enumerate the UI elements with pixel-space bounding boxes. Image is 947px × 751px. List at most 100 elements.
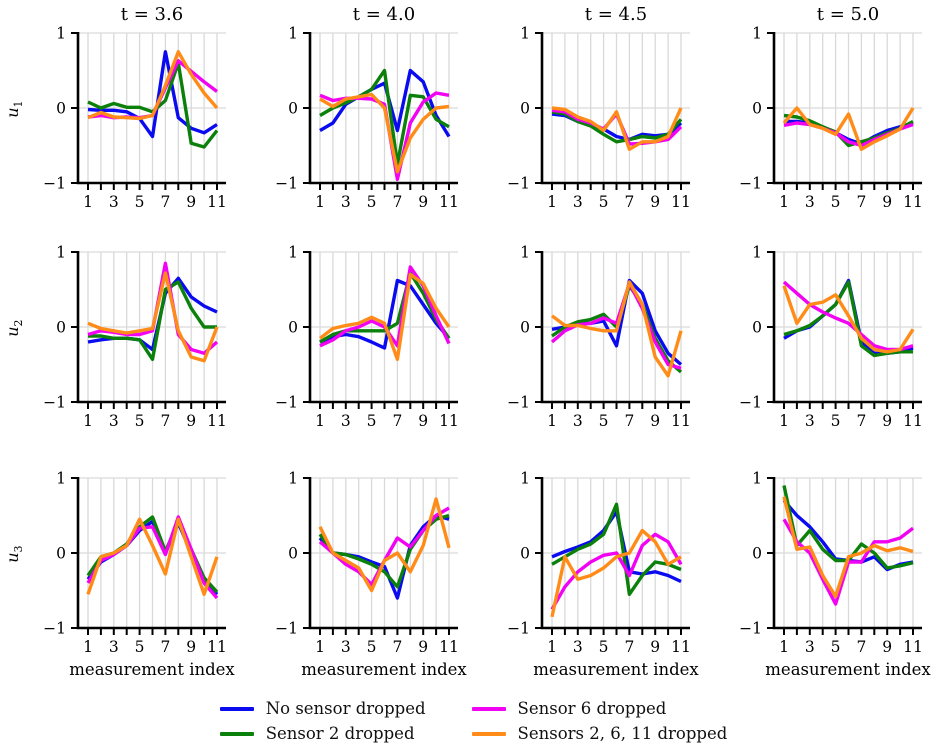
x-tick-label: 9 bbox=[882, 193, 892, 211]
series-line-sensors-2-6-11-dropped bbox=[318, 272, 451, 362]
y-tick-label: −1 bbox=[275, 175, 298, 193]
legend-item-sensor-2: Sensor 2 dropped bbox=[219, 724, 426, 743]
subplot-u1-t=3.6: 1 0 −1 1 3 5 7 9 11 t = 3.6 bbox=[43, 4, 227, 211]
subplot-u2-t=5.0: 1 0 −1 1 3 5 7 9 11 bbox=[739, 244, 923, 431]
subplot-u1-t=4.5: 1 0 −1 1 3 5 7 9 11 t = 4.5 bbox=[507, 4, 691, 211]
x-tick-label: 3 bbox=[573, 193, 583, 211]
legend-line-swatch-orange bbox=[471, 731, 506, 736]
x-tick-label: 5 bbox=[831, 193, 841, 211]
y-tick-label: −1 bbox=[275, 620, 298, 638]
y-tick-label: 0 bbox=[752, 319, 762, 337]
y-tick-label: 0 bbox=[56, 319, 66, 337]
series-line-sensor-2-dropped bbox=[783, 280, 913, 358]
y-tick-label: −1 bbox=[43, 175, 66, 193]
axes-u1-c4: 10−11 3 5 7 9 11t = 5.0 bbox=[739, 4, 923, 211]
legend-item-sensors-2-6-11: Sensors 2, 6, 11 dropped bbox=[471, 724, 728, 743]
y-tick-label: 1 bbox=[56, 244, 66, 262]
series-line-no-sensor-dropped bbox=[319, 68, 451, 138]
y-tick-label: −1 bbox=[739, 394, 762, 412]
y-tick-label: −1 bbox=[43, 394, 66, 412]
series-line-sensors-2-6-11-dropped bbox=[550, 280, 683, 378]
y-axis-label-u1: u1 bbox=[2, 100, 26, 118]
y-tick-label: 1 bbox=[752, 244, 762, 262]
x-tick-label: 11 bbox=[671, 638, 691, 656]
x-tick-label: 9 bbox=[882, 412, 892, 430]
x-tick-label: 11 bbox=[207, 193, 227, 211]
y-tick-label: 1 bbox=[288, 25, 298, 43]
x-tick-label: 9 bbox=[650, 638, 660, 656]
y-tick-label: 0 bbox=[56, 545, 66, 563]
x-tick-label: 5 bbox=[831, 412, 841, 430]
x-axis-label: measurement index bbox=[533, 660, 699, 679]
legend-line-swatch-blue bbox=[219, 706, 254, 711]
x-tick-label: 7 bbox=[392, 638, 402, 656]
x-tick-label: 9 bbox=[186, 638, 196, 656]
legend-label: Sensors 2, 6, 11 dropped bbox=[517, 724, 728, 743]
series-line-sensors-2-6-11-dropped bbox=[782, 496, 914, 599]
x-tick-label: 1 bbox=[547, 412, 557, 430]
x-axis-label: measurement index bbox=[301, 660, 467, 679]
x-tick-label: 7 bbox=[392, 193, 402, 211]
subplot-u3-t=4.5: 1 0 −1 1 3 5 7 9 11 measurement index bbox=[507, 470, 699, 680]
y-tick-label: 1 bbox=[56, 25, 66, 43]
series-line-sensor-2-dropped bbox=[551, 502, 682, 597]
x-tick-label: 11 bbox=[903, 193, 923, 211]
x-tick-label: 5 bbox=[367, 193, 377, 211]
x-tick-label: 7 bbox=[624, 193, 634, 211]
x-tick-label: 3 bbox=[109, 638, 119, 656]
x-tick-label: 5 bbox=[135, 638, 145, 656]
x-tick-label: 5 bbox=[599, 412, 609, 430]
subplot-u3-t=3.6: 1 0 −1 1 3 5 7 9 11 measurement index bbox=[43, 470, 235, 680]
series-line-sensor-6-dropped bbox=[319, 91, 450, 182]
subplot-title: t = 3.6 bbox=[121, 4, 183, 25]
axes-u2-c3: 10−11 3 5 7 9 11 bbox=[507, 244, 691, 431]
x-tick-label: 1 bbox=[779, 638, 789, 656]
y-tick-label: 0 bbox=[288, 100, 298, 118]
y-axis-label-u3: u3 bbox=[2, 545, 26, 563]
x-tick-label: 11 bbox=[439, 412, 459, 430]
y-tick-label: −1 bbox=[43, 620, 66, 638]
x-tick-label: 7 bbox=[160, 193, 170, 211]
x-tick-label: 7 bbox=[392, 412, 402, 430]
y-tick-label: 0 bbox=[56, 100, 66, 118]
series-line-sensor-2-dropped bbox=[319, 68, 450, 167]
x-tick-label: 11 bbox=[903, 412, 923, 430]
x-tick-label: 3 bbox=[109, 193, 119, 211]
subplot-u2-t=4.0: 1 0 −1 1 3 5 7 9 11 bbox=[275, 244, 459, 431]
y-tick-label: 0 bbox=[752, 545, 762, 563]
x-tick-label: 11 bbox=[671, 412, 691, 430]
y-tick-label: 1 bbox=[288, 470, 298, 488]
subplot-u3-t=4.0: 1 0 −1 1 3 5 7 9 11 measurement index bbox=[275, 470, 467, 680]
x-tick-label: 1 bbox=[83, 638, 93, 656]
x-tick-label: 9 bbox=[186, 193, 196, 211]
x-tick-label: 1 bbox=[779, 412, 789, 430]
x-tick-label: 9 bbox=[418, 193, 428, 211]
y-tick-label: 0 bbox=[752, 100, 762, 118]
x-tick-label: 11 bbox=[903, 638, 923, 656]
x-tick-label: 7 bbox=[856, 638, 866, 656]
y-tick-label: 1 bbox=[520, 244, 530, 262]
legend: No sensor dropped Sensor 6 dropped Senso… bbox=[0, 699, 947, 743]
x-tick-label: 11 bbox=[671, 193, 691, 211]
y-tick-label: 1 bbox=[752, 470, 762, 488]
axes-u1-c3: 10−11 3 5 7 9 11t = 4.5 bbox=[507, 4, 691, 211]
x-axis-label: measurement index bbox=[69, 660, 235, 679]
x-tick-label: 1 bbox=[315, 193, 325, 211]
series-line-sensors-2-6-11-dropped bbox=[87, 50, 219, 121]
x-tick-label: 7 bbox=[856, 193, 866, 211]
x-tick-label: 11 bbox=[207, 638, 227, 656]
subplot-u2-t=3.6: 1 0 −1 1 3 5 7 9 11 bbox=[43, 244, 227, 431]
y-tick-label: 1 bbox=[520, 470, 530, 488]
x-tick-label: 7 bbox=[160, 412, 170, 430]
x-tick-label: 5 bbox=[831, 638, 841, 656]
x-tick-label: 3 bbox=[573, 638, 583, 656]
series-line-sensor-2-dropped bbox=[88, 280, 217, 362]
legend-line-swatch-green bbox=[219, 731, 254, 736]
x-tick-label: 3 bbox=[805, 638, 815, 656]
y-tick-label: −1 bbox=[739, 620, 762, 638]
x-tick-label: 7 bbox=[624, 638, 634, 656]
